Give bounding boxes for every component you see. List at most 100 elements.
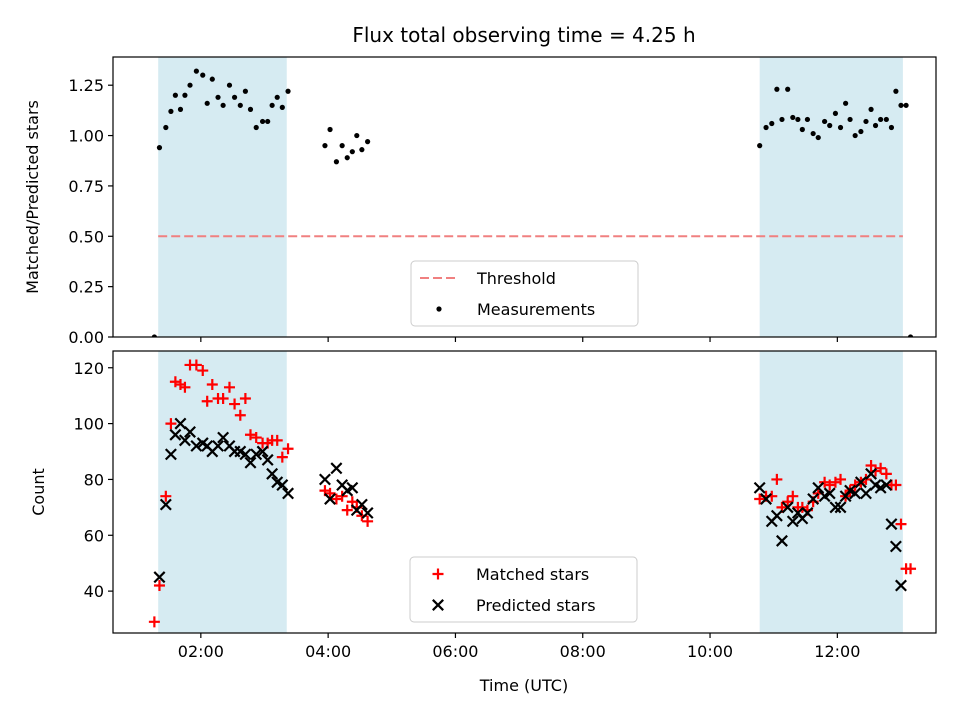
measurement-point bbox=[827, 122, 833, 129]
measurement-point bbox=[193, 68, 199, 74]
matched-star-point bbox=[835, 473, 847, 485]
y-tick-label: 1.00 bbox=[68, 127, 104, 146]
measurement-point bbox=[790, 114, 796, 121]
matched-star-point bbox=[276, 451, 288, 463]
measurement-point bbox=[858, 128, 864, 135]
measurement-point bbox=[763, 124, 769, 131]
matched-star-point bbox=[271, 434, 283, 446]
predicted-star-point bbox=[801, 506, 814, 519]
legend-label: Predicted stars bbox=[476, 596, 596, 615]
axes-frame bbox=[112, 56, 937, 338]
matched-star-point bbox=[865, 459, 877, 471]
measurement-point bbox=[151, 334, 157, 337]
measurement-point bbox=[907, 334, 914, 337]
y-tick-label: 0.25 bbox=[68, 278, 104, 297]
measurement-point bbox=[868, 106, 874, 112]
predicted-star-point bbox=[812, 481, 825, 494]
predicted-star-point bbox=[164, 448, 177, 461]
matched-star-point bbox=[782, 496, 794, 508]
y-tick-label: 1.25 bbox=[68, 76, 104, 95]
y-tick-label: 0.00 bbox=[68, 328, 104, 347]
measurement-point bbox=[757, 143, 763, 149]
predicted-star-point bbox=[807, 493, 820, 505]
predicted-star-point bbox=[775, 534, 788, 547]
measurement-point bbox=[799, 126, 805, 133]
measurement-series bbox=[151, 68, 914, 337]
matched-star-point bbox=[239, 392, 251, 404]
matched-star-point bbox=[905, 563, 917, 575]
matched-star-point bbox=[223, 381, 235, 393]
y-tick-label: 120 bbox=[73, 359, 104, 378]
measurement-point bbox=[903, 102, 909, 108]
predicted-star-point bbox=[174, 417, 187, 430]
measurement-point bbox=[883, 116, 889, 123]
x-tick-label: 06:00 bbox=[432, 642, 478, 661]
measurement-point bbox=[269, 102, 275, 108]
measurement-point bbox=[253, 124, 259, 131]
predicted-star-point bbox=[178, 434, 191, 447]
measurement-point bbox=[779, 116, 785, 123]
predicted-star-point bbox=[266, 467, 279, 480]
measurement-point bbox=[220, 102, 226, 108]
matched-star-point bbox=[229, 398, 241, 410]
predicted-star-point bbox=[239, 448, 252, 461]
measurement-point bbox=[279, 104, 285, 110]
predicted-star-point bbox=[753, 481, 766, 494]
predicted-star-point bbox=[889, 540, 902, 553]
predicted-star-point bbox=[250, 448, 263, 461]
predicted-star-point bbox=[760, 493, 773, 505]
matched-star-point bbox=[197, 365, 209, 377]
matched-star-point bbox=[250, 432, 262, 444]
y-tick-label: 100 bbox=[73, 415, 104, 434]
matched-star-point bbox=[234, 409, 246, 421]
measurement-point bbox=[344, 155, 350, 161]
matched-star-point bbox=[754, 493, 766, 505]
y-axis-label: Matched/Predicted stars bbox=[23, 100, 42, 294]
legend-label: Measurements bbox=[477, 300, 595, 319]
predicted-star-point bbox=[361, 506, 374, 519]
matched-star-point bbox=[148, 616, 160, 628]
measurement-point bbox=[815, 134, 821, 141]
matched-star-point bbox=[336, 490, 348, 502]
legend-label: Threshold bbox=[476, 269, 556, 288]
predicted-star-point bbox=[190, 439, 203, 452]
predicted-star-point bbox=[184, 425, 196, 438]
matched-star-point bbox=[165, 418, 177, 430]
predicted-star-point bbox=[261, 453, 274, 466]
y-tick-label: 40 bbox=[84, 582, 104, 601]
predicted-star-point bbox=[781, 501, 794, 514]
measurement-point bbox=[168, 108, 174, 114]
x-tick-label: 04:00 bbox=[305, 642, 351, 661]
measurement-point bbox=[843, 100, 849, 106]
predicted-star-point bbox=[330, 462, 343, 475]
matched-star-point bbox=[190, 359, 202, 371]
predicted-star-point bbox=[346, 481, 359, 494]
matched-star-point bbox=[880, 468, 892, 480]
measurement-point bbox=[354, 132, 360, 139]
measurement-point bbox=[847, 116, 853, 123]
predicted-star-point bbox=[854, 476, 867, 489]
predicted-star-point bbox=[217, 431, 230, 444]
plot-area bbox=[151, 57, 914, 337]
measurement-point bbox=[888, 124, 895, 131]
predicted-star-point bbox=[834, 501, 847, 514]
measurement-point bbox=[327, 126, 333, 133]
predicted-star-point bbox=[786, 515, 799, 528]
measurement-point bbox=[852, 132, 858, 139]
predicted-star-point bbox=[153, 571, 166, 584]
measurement-point bbox=[863, 118, 869, 125]
predicted-series bbox=[153, 417, 907, 592]
matched-star-point bbox=[362, 515, 374, 527]
predicted-star-point bbox=[244, 456, 257, 469]
legend-predicted-swatch bbox=[432, 599, 444, 611]
shaded-interval-2 bbox=[759, 57, 903, 337]
predicted-star-point bbox=[865, 467, 878, 480]
predicted-star-point bbox=[823, 487, 836, 500]
measurement-point bbox=[242, 88, 248, 94]
y-axis-label: Count bbox=[29, 468, 48, 516]
matched-star-point bbox=[206, 379, 218, 391]
measurement-point bbox=[832, 110, 839, 117]
predicted-star-point bbox=[880, 479, 893, 491]
measurement-point bbox=[365, 139, 371, 145]
